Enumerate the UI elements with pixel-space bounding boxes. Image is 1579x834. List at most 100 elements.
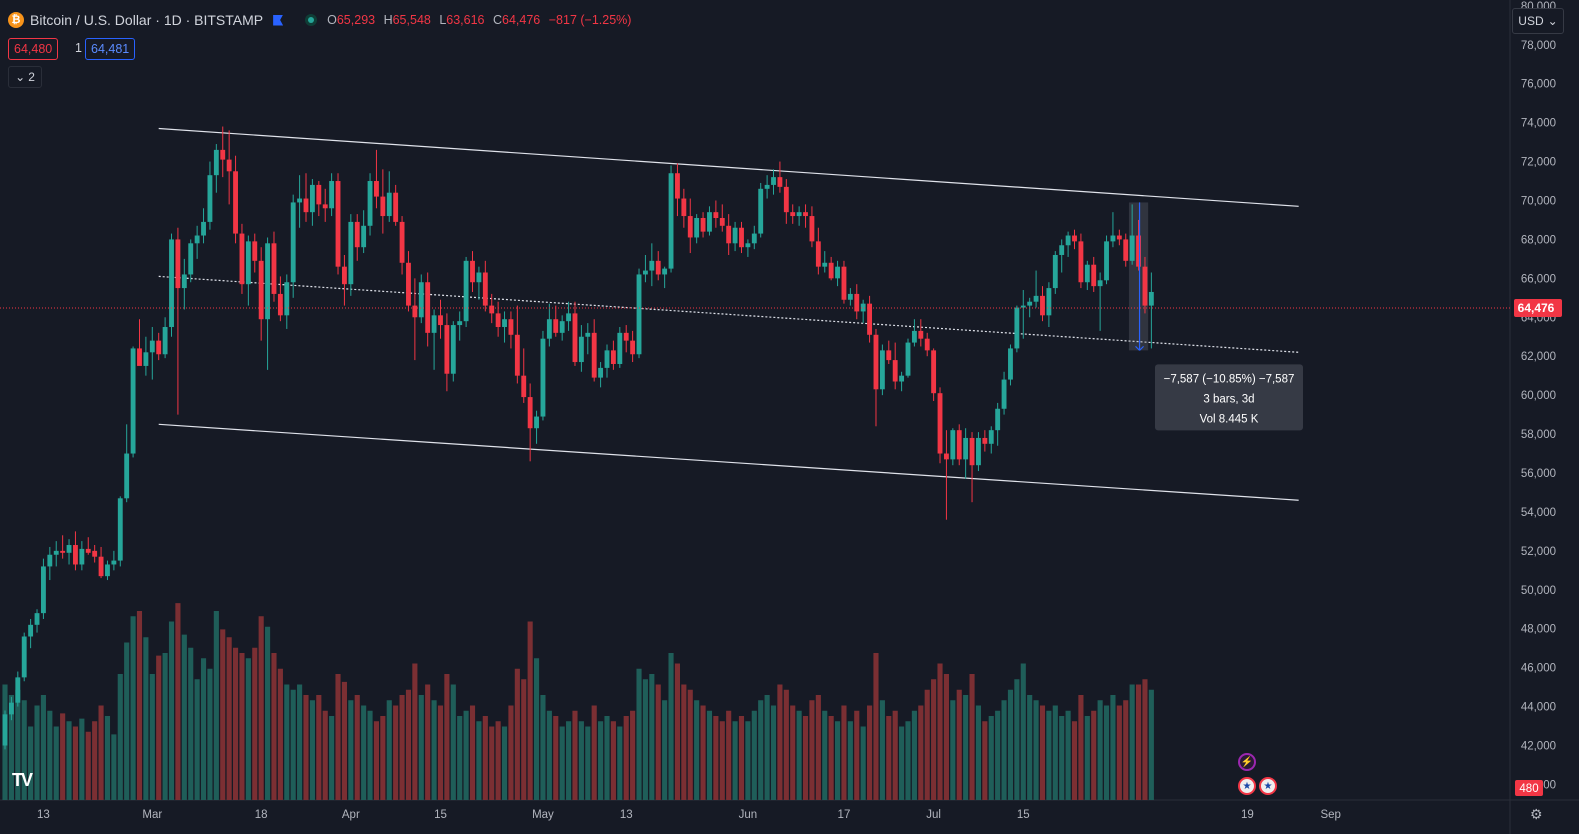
candle	[675, 163, 680, 217]
gear-icon[interactable]: ⚙	[1530, 806, 1543, 822]
candle-body	[1148, 291, 1154, 306]
volume-bar	[706, 710, 713, 800]
sell-button[interactable]: 64,480	[8, 38, 59, 60]
price-tick-label: 50,000	[1521, 585, 1556, 597]
volume-bar	[681, 684, 687, 800]
candle	[1033, 270, 1039, 308]
market-status-icon[interactable]	[305, 14, 318, 26]
candle	[835, 260, 840, 287]
candle	[425, 272, 431, 347]
volume-bar	[802, 716, 809, 800]
candle	[149, 327, 155, 380]
candle	[329, 173, 335, 217]
volume-bar	[1097, 700, 1103, 800]
candle	[1052, 251, 1058, 294]
candle	[783, 179, 789, 224]
volume-bar	[213, 611, 219, 800]
candle	[502, 311, 507, 343]
candle	[1059, 239, 1065, 273]
volume-bar	[200, 658, 207, 800]
indicators-collapse-button[interactable]: ⌄ 2	[8, 66, 42, 88]
volume-bar	[21, 700, 27, 800]
candle	[380, 169, 386, 234]
us-flag-icon[interactable]: ★	[1259, 777, 1277, 795]
candle	[303, 173, 309, 222]
currency-selector[interactable]: USD ⌄	[1512, 8, 1564, 34]
volume-bar	[937, 663, 943, 800]
candle	[918, 319, 924, 347]
candle	[143, 336, 149, 376]
volume-bar	[508, 705, 514, 800]
volume-bar	[533, 658, 540, 800]
volume-bar	[649, 674, 655, 800]
candle-body	[508, 319, 514, 335]
flag-icon[interactable]	[273, 14, 284, 26]
channel-lower-line	[158, 423, 1299, 501]
volume-bar	[143, 637, 149, 800]
volume-bar	[1020, 663, 1026, 800]
candle-body	[815, 241, 821, 267]
close-value: 64,476	[502, 13, 541, 27]
candle-body	[1008, 348, 1013, 380]
candle	[739, 221, 744, 254]
candle-body	[764, 184, 770, 189]
tradingview-logo[interactable]: TV	[12, 770, 33, 790]
volume-bar	[457, 716, 463, 800]
candle-body	[399, 221, 405, 263]
volume-bar	[399, 695, 405, 800]
volume-bar	[950, 700, 956, 800]
volume-bar	[546, 710, 552, 800]
candle	[367, 173, 373, 236]
candle	[655, 251, 661, 281]
candle-body	[630, 340, 636, 355]
candle	[1014, 305, 1020, 353]
candle	[809, 206, 815, 248]
candle-body	[309, 184, 315, 213]
candle	[309, 179, 315, 226]
candle-body	[905, 342, 911, 376]
candle	[847, 288, 853, 306]
measure-label-text: −7,587 (−10.85%) −7,587	[1164, 373, 1295, 385]
volume-bar	[815, 695, 821, 800]
time-tick-label: 13	[620, 809, 633, 821]
candle-body	[1104, 241, 1109, 281]
volume-bar	[1033, 700, 1039, 800]
volume-bar	[860, 726, 866, 800]
price-tick-label: 42,000	[1521, 740, 1556, 752]
candle-body	[117, 498, 123, 561]
price-tick-label: 74,000	[1521, 118, 1556, 130]
lightning-icon[interactable]: ⚡	[1238, 753, 1256, 771]
candle-body	[1014, 307, 1020, 349]
candle-body	[239, 233, 245, 285]
quantity-value[interactable]: 1	[75, 41, 82, 55]
candle	[892, 342, 898, 390]
candle-body	[899, 375, 905, 382]
volume-bar	[322, 710, 328, 800]
volume-bar	[444, 674, 450, 800]
volume-bar	[495, 721, 501, 800]
price-tick-label: 56,000	[1521, 468, 1556, 480]
candle-body	[777, 177, 783, 187]
candle-body	[675, 173, 680, 199]
candle-body	[15, 677, 21, 703]
candle	[726, 214, 732, 255]
candle-body	[130, 348, 136, 454]
candle-body	[303, 198, 309, 213]
candle-body	[34, 613, 40, 625]
volume-bar	[85, 731, 91, 800]
symbol-title[interactable]: Bitcoin / U.S. Dollar · 1D · BITSTAMP	[30, 12, 264, 28]
candle	[841, 260, 847, 304]
volume-bar	[642, 679, 648, 800]
candle	[1116, 229, 1122, 246]
volume-bar	[450, 684, 456, 800]
buy-button[interactable]: 64,481	[85, 38, 136, 60]
candle-body	[790, 212, 796, 217]
candle	[175, 227, 181, 415]
volume-bar	[796, 710, 802, 800]
candle	[617, 327, 623, 368]
time-tick-label: Sep	[1320, 809, 1340, 821]
us-flag-icon[interactable]: ★	[1238, 777, 1256, 795]
volume-bar	[572, 710, 578, 800]
volume-bar	[886, 716, 892, 800]
